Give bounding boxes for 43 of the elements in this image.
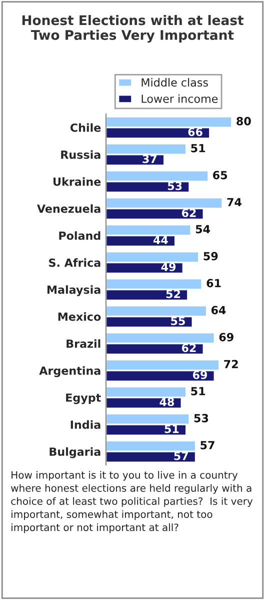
data-label: 59 [204, 252, 218, 260]
data-label: 49 [161, 262, 176, 272]
data-label: 74 [227, 198, 242, 206]
chart-title: Honest Elections with at least Two Parties Very Important [22, 15, 244, 43]
data-label: 80 [236, 116, 251, 126]
y-tick-label: Brazil [66, 339, 100, 348]
data-label: 44 [153, 236, 168, 244]
data-label: 51 [164, 424, 179, 434]
y-tick-label: Bulgaria [50, 447, 100, 458]
data-label: 69 [192, 370, 207, 380]
y-tick-label: Russia [61, 150, 100, 159]
data-label: 62 [182, 208, 196, 218]
data-label: 64 [211, 306, 226, 314]
y-tick-label: Mexico [58, 312, 101, 321]
data-label: 54 [196, 225, 210, 234]
data-label: 69 [219, 332, 234, 342]
data-label: 65 [213, 170, 228, 180]
data-label: 51 [191, 144, 206, 152]
y-tick-label: Egypt [66, 394, 101, 404]
data-label: 72 [224, 360, 238, 368]
y-tick-label: Poland [59, 231, 100, 240]
y-tick-label: Argentina [39, 366, 100, 378]
y-tick-label: Chile [70, 123, 101, 132]
legend-label: Lower income [142, 94, 218, 103]
data-label: 51 [191, 387, 206, 396]
data-label: 62 [182, 344, 196, 352]
y-tick-label: Venezuela [37, 204, 100, 213]
text: How important is it to you to live in a country where honest elections are held regularly with a choice of at least two political parties? Is it very important, somewhat important, not too important or not important at all? [11, 471, 253, 534]
data-label: 57 [174, 452, 188, 460]
data-label: 53 [194, 414, 208, 422]
y-tick-label: India [70, 420, 100, 429]
data-label: 57 [200, 441, 214, 450]
data-label: 55 [171, 316, 185, 326]
legend-label: Middle class [142, 78, 208, 87]
y-tick-label: Malaysia [47, 285, 100, 296]
data-label: 61 [206, 278, 221, 288]
y-tick-label: Ukraine [54, 177, 101, 186]
data-label: 53 [168, 182, 182, 190]
data-label: 48 [160, 398, 174, 406]
y-tick-label: S. Africa [49, 258, 100, 267]
data-label: 37 [142, 154, 157, 164]
data-label: 52 [166, 290, 180, 298]
data-label: 66 [188, 128, 202, 136]
